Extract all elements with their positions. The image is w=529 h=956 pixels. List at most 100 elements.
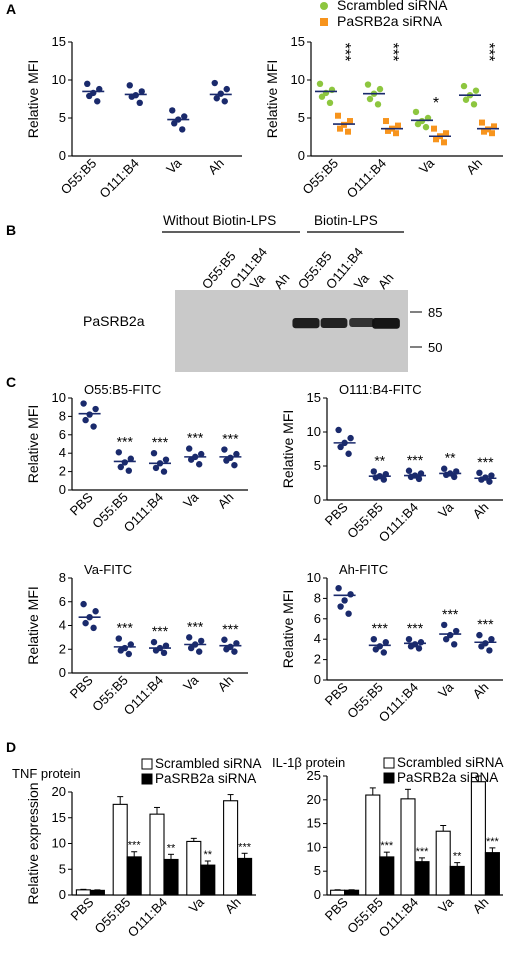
data-point bbox=[115, 635, 123, 642]
x-tick-label: O55:B5 bbox=[299, 156, 341, 198]
y-tick-label: 0 bbox=[59, 665, 66, 680]
y-tick-label: 15 bbox=[52, 34, 66, 49]
data-point bbox=[366, 95, 374, 103]
x-tick-label: PBS bbox=[322, 679, 351, 708]
y-tick-label: 0 bbox=[59, 482, 66, 497]
y-tick-label: 4 bbox=[314, 631, 321, 646]
x-tick-label: Va bbox=[180, 672, 202, 694]
data-point bbox=[196, 461, 203, 468]
data-point bbox=[82, 619, 89, 627]
data-point bbox=[125, 650, 132, 658]
bar bbox=[449, 865, 465, 896]
x-tick-label: Ah bbox=[215, 490, 237, 512]
bar bbox=[379, 856, 395, 896]
data-point bbox=[407, 473, 415, 481]
bar bbox=[470, 781, 486, 896]
data-point bbox=[415, 645, 423, 652]
legend-label: PaSRB2a siRNA bbox=[337, 13, 443, 29]
x-tick-label: O111:B4 bbox=[344, 156, 390, 202]
data-point bbox=[186, 634, 193, 641]
significance-mark: *** bbox=[407, 620, 424, 636]
data-point bbox=[138, 88, 145, 95]
data-point bbox=[86, 411, 93, 418]
x-tick-label: Va bbox=[416, 155, 438, 177]
y-tick-label: 25 bbox=[307, 768, 321, 783]
y-tick-label: 15 bbox=[52, 810, 66, 825]
data-point-square bbox=[335, 112, 341, 119]
data-point bbox=[337, 603, 344, 610]
lane-label: Ah bbox=[375, 270, 397, 292]
y-tick-label: 0 bbox=[314, 887, 321, 902]
significance-mark: *** bbox=[187, 430, 204, 446]
data-point bbox=[462, 96, 470, 103]
chart-title: TNF protein bbox=[12, 766, 81, 781]
data-point bbox=[347, 434, 354, 442]
significance-mark: *** bbox=[477, 616, 494, 632]
x-tick-label: O111:B4 bbox=[96, 156, 142, 202]
x-tick-label: O111:B4 bbox=[125, 895, 171, 941]
y-tick-label: 10 bbox=[307, 570, 321, 585]
panel-letter-d: D bbox=[6, 739, 16, 755]
significance-mark: *** bbox=[480, 43, 497, 62]
x-tick-label: PBS bbox=[322, 499, 351, 528]
y-axis-label: Relative MFI bbox=[280, 590, 296, 669]
bar bbox=[400, 798, 416, 896]
data-point bbox=[476, 469, 483, 476]
data-point bbox=[372, 646, 379, 653]
bar bbox=[365, 794, 381, 896]
data-point bbox=[136, 99, 143, 107]
data-point bbox=[417, 639, 425, 646]
y-tick-label: 5 bbox=[59, 110, 66, 125]
data-point-square bbox=[443, 130, 449, 137]
x-tick-label: Ah bbox=[205, 156, 227, 178]
legend-swatch bbox=[383, 757, 395, 769]
protein-band bbox=[320, 318, 348, 328]
bar bbox=[149, 813, 165, 896]
data-point bbox=[382, 639, 389, 646]
lane-label: Ah bbox=[271, 270, 293, 292]
bar bbox=[344, 889, 360, 896]
chart-title: Va-FITC bbox=[84, 562, 132, 577]
y-tick-label: 15 bbox=[307, 390, 321, 405]
y-tick-label: 10 bbox=[52, 72, 66, 87]
y-axis-label: Relative MFI bbox=[25, 586, 41, 665]
data-point bbox=[478, 643, 485, 650]
data-point bbox=[376, 85, 384, 93]
data-point bbox=[326, 99, 334, 107]
data-point bbox=[150, 450, 158, 457]
data-point bbox=[82, 416, 89, 424]
y-tick-label: 10 bbox=[291, 72, 305, 87]
y-tick-label: 0 bbox=[314, 492, 321, 507]
y-axis-label: Relative MFI bbox=[25, 405, 41, 484]
x-tick-label: Va bbox=[163, 155, 185, 177]
significance-mark: *** bbox=[187, 618, 204, 634]
lane-group-without-label: Without Biotin-LPS bbox=[163, 213, 276, 228]
y-axis-label: Relative MFI bbox=[25, 60, 41, 139]
legend-label: Scrambled siRNA bbox=[397, 755, 504, 770]
x-tick-label: O111:B4 bbox=[121, 490, 167, 536]
y-tick-label: 5 bbox=[59, 861, 66, 876]
data-point bbox=[198, 450, 205, 458]
data-point-square bbox=[433, 136, 439, 143]
y-tick-label: 15 bbox=[307, 816, 321, 831]
data-point bbox=[345, 450, 352, 457]
legend-label: PaSRB2a siRNA bbox=[155, 771, 256, 786]
data-point bbox=[213, 95, 220, 102]
data-point bbox=[188, 456, 195, 463]
y-tick-label: 10 bbox=[52, 836, 66, 851]
y-tick-label: 20 bbox=[307, 792, 321, 807]
marker-label: 85 bbox=[428, 305, 442, 320]
data-point bbox=[223, 457, 230, 464]
significance-mark: *** bbox=[477, 454, 494, 470]
data-point bbox=[422, 123, 430, 131]
data-point bbox=[380, 476, 387, 483]
data-point bbox=[472, 87, 480, 94]
data-point bbox=[470, 101, 478, 108]
significance-mark: *** bbox=[152, 434, 169, 450]
data-point bbox=[94, 98, 101, 105]
